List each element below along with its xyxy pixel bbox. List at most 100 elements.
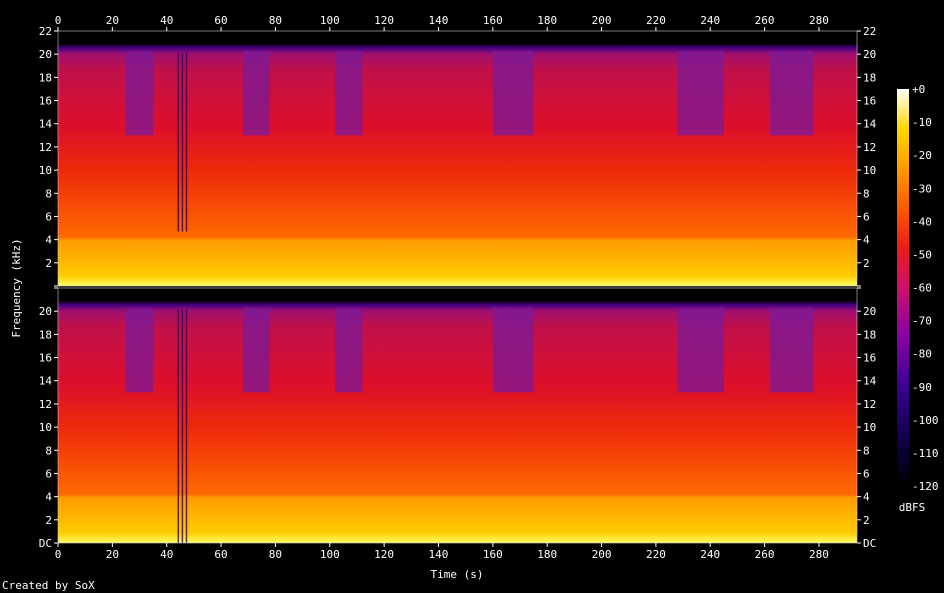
y-tick-label: 10 bbox=[39, 421, 52, 434]
colorbar-tick-label: -70 bbox=[912, 315, 932, 328]
y-tick-label: 10 bbox=[39, 164, 52, 177]
y-tick-label: DC bbox=[39, 537, 52, 550]
dark-streak bbox=[185, 310, 188, 543]
dark-streak bbox=[177, 53, 180, 232]
y-tick-label-right: 14 bbox=[863, 375, 877, 388]
y-tick-label: 12 bbox=[39, 398, 52, 411]
y-tick-label: 16 bbox=[39, 352, 52, 365]
x-tick-label: 60 bbox=[214, 548, 227, 561]
y-tick-label: 20 bbox=[39, 48, 52, 61]
colorbar-tick-label: -20 bbox=[912, 149, 932, 162]
x-tick-label-top: 80 bbox=[269, 14, 282, 27]
y-tick-label: 4 bbox=[45, 234, 52, 247]
y-tick-label: 12 bbox=[39, 141, 52, 154]
colorbar-tick-label: -40 bbox=[912, 215, 932, 228]
x-tick-label: 280 bbox=[809, 548, 829, 561]
y-tick-label: 18 bbox=[39, 328, 52, 341]
y-tick-label: 14 bbox=[39, 375, 53, 388]
credit-text: Created by SoX bbox=[2, 579, 95, 592]
channel-2-panel: DC DC 2 2 4 4 6 6 8 8 10 10 12 12 14 14 16 16 18 18 20 20 bbox=[39, 287, 877, 550]
y-tick-label: 16 bbox=[39, 95, 52, 108]
y-tick-label-right: 18 bbox=[863, 71, 876, 84]
x-tick-label: 240 bbox=[700, 548, 720, 561]
y-tick-label: 22 bbox=[39, 25, 52, 38]
y-axis-label: Frequency (kHz) bbox=[10, 238, 23, 337]
x-tick-label: 220 bbox=[646, 548, 666, 561]
y-tick-label-right: 8 bbox=[863, 187, 870, 200]
y-tick-label-right: 12 bbox=[863, 398, 876, 411]
y-tick-label-right: 20 bbox=[863, 305, 876, 318]
x-tick-label: 20 bbox=[106, 548, 119, 561]
y-tick-label-right: 10 bbox=[863, 421, 876, 434]
x-tick-label-top: 280 bbox=[809, 14, 829, 27]
colorbar-tick-label: -90 bbox=[912, 381, 932, 394]
y-tick-label-right: 10 bbox=[863, 164, 876, 177]
x-tick-label-top: 0 bbox=[55, 14, 62, 27]
y-tick-label-right: 16 bbox=[863, 352, 876, 365]
colorbar-tick-label: +0 bbox=[912, 83, 925, 96]
dark-streak bbox=[181, 53, 184, 232]
colorbar-tick-label: -100 bbox=[912, 414, 939, 427]
x-tick-label: 160 bbox=[483, 548, 503, 561]
y-tick-label: 14 bbox=[39, 118, 53, 131]
x-axis-label: Time (s) bbox=[431, 568, 484, 581]
quiet-section bbox=[770, 307, 814, 393]
x-tick-label: 80 bbox=[269, 548, 282, 561]
dark-streak bbox=[177, 310, 180, 543]
y-tick-label-right: 12 bbox=[863, 141, 876, 154]
quiet-section bbox=[242, 50, 270, 136]
quiet-section bbox=[492, 50, 534, 136]
x-tick-label-top: 100 bbox=[320, 14, 340, 27]
y-tick-label-right: 14 bbox=[863, 118, 877, 131]
panel-frame bbox=[57, 30, 858, 287]
x-tick-label-top: 120 bbox=[374, 14, 394, 27]
x-tick-label: 120 bbox=[374, 548, 394, 561]
x-tick-label-top: 180 bbox=[537, 14, 557, 27]
x-tick-label: 260 bbox=[755, 548, 775, 561]
colorbar-scale bbox=[897, 89, 909, 486]
y-tick-label-right: 16 bbox=[863, 95, 876, 108]
colorbar-tick-label: -110 bbox=[912, 447, 939, 460]
quiet-section bbox=[335, 50, 363, 136]
y-tick-label-right: 6 bbox=[863, 210, 870, 223]
y-tick-label-right: 2 bbox=[863, 257, 870, 270]
colorbar-label: dBFS bbox=[899, 501, 926, 514]
quiet-section bbox=[770, 50, 814, 136]
y-tick-label-right: 18 bbox=[863, 328, 876, 341]
x-tick-label: 0 bbox=[55, 548, 62, 561]
colorbar-tick-label: -50 bbox=[912, 248, 932, 261]
quiet-section bbox=[677, 50, 724, 136]
colorbar-tick-label: -120 bbox=[912, 480, 939, 493]
x-tick-label: 40 bbox=[160, 548, 173, 561]
panel-frame bbox=[57, 287, 858, 544]
y-tick-label-right: 4 bbox=[863, 491, 870, 504]
quiet-section bbox=[125, 307, 154, 393]
x-tick-label: 180 bbox=[537, 548, 557, 561]
y-tick-label: 6 bbox=[45, 210, 52, 223]
x-tick-label: 200 bbox=[592, 548, 612, 561]
y-tick-label-right: 20 bbox=[863, 48, 876, 61]
y-tick-label: 6 bbox=[45, 467, 52, 480]
y-tick-label: 2 bbox=[45, 257, 52, 270]
x-axis: 0 0 20 20 40 40 60 60 80 80 100 100 120 120 140 140 160 1… bbox=[55, 14, 829, 561]
y-tick-label: 8 bbox=[45, 187, 52, 200]
y-tick-label: 4 bbox=[45, 491, 52, 504]
colorbar-tick-label: -60 bbox=[912, 282, 932, 295]
y-tick-label-right: 22 bbox=[863, 25, 876, 38]
x-tick-label-top: 140 bbox=[429, 14, 449, 27]
quiet-section bbox=[335, 307, 363, 393]
colorbar-tick-label: -80 bbox=[912, 348, 932, 361]
x-tick-label-top: 260 bbox=[755, 14, 775, 27]
x-tick-label-top: 60 bbox=[214, 14, 227, 27]
quiet-section bbox=[125, 50, 154, 136]
x-tick-label-top: 200 bbox=[592, 14, 612, 27]
quiet-section bbox=[242, 307, 270, 393]
x-tick-label-top: 20 bbox=[106, 14, 119, 27]
colorbar-tick-label: -10 bbox=[912, 116, 932, 129]
x-tick-label-top: 160 bbox=[483, 14, 503, 27]
quiet-section bbox=[492, 307, 534, 393]
y-tick-label-right: 8 bbox=[863, 444, 870, 457]
x-tick-label-top: 240 bbox=[700, 14, 720, 27]
